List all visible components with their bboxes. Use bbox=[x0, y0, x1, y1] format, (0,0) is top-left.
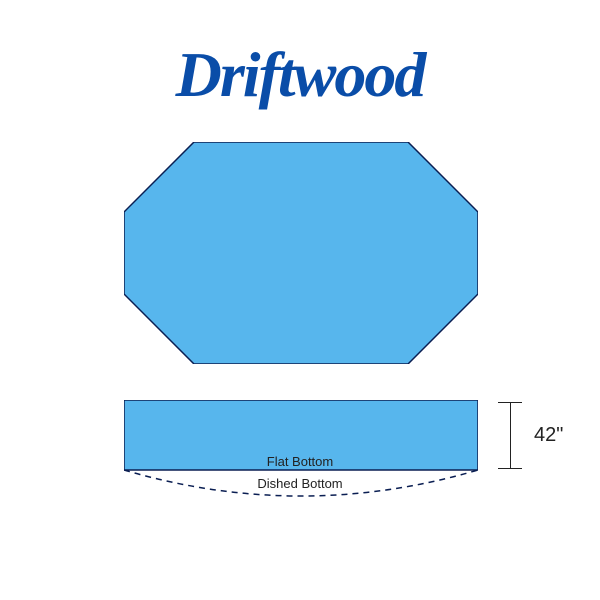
flat-bottom-label: Flat Bottom bbox=[267, 454, 333, 469]
dished-bottom-label: Dished Bottom bbox=[257, 476, 342, 491]
dimension-bracket bbox=[490, 400, 530, 470]
pool-topview-octagon bbox=[124, 142, 478, 364]
product-title: Driftwood bbox=[176, 38, 425, 112]
dimension-value: 42" bbox=[534, 424, 563, 447]
dim-vertical-line bbox=[510, 402, 511, 468]
octagon-shape bbox=[124, 142, 478, 364]
dim-tick-bottom bbox=[498, 468, 522, 469]
